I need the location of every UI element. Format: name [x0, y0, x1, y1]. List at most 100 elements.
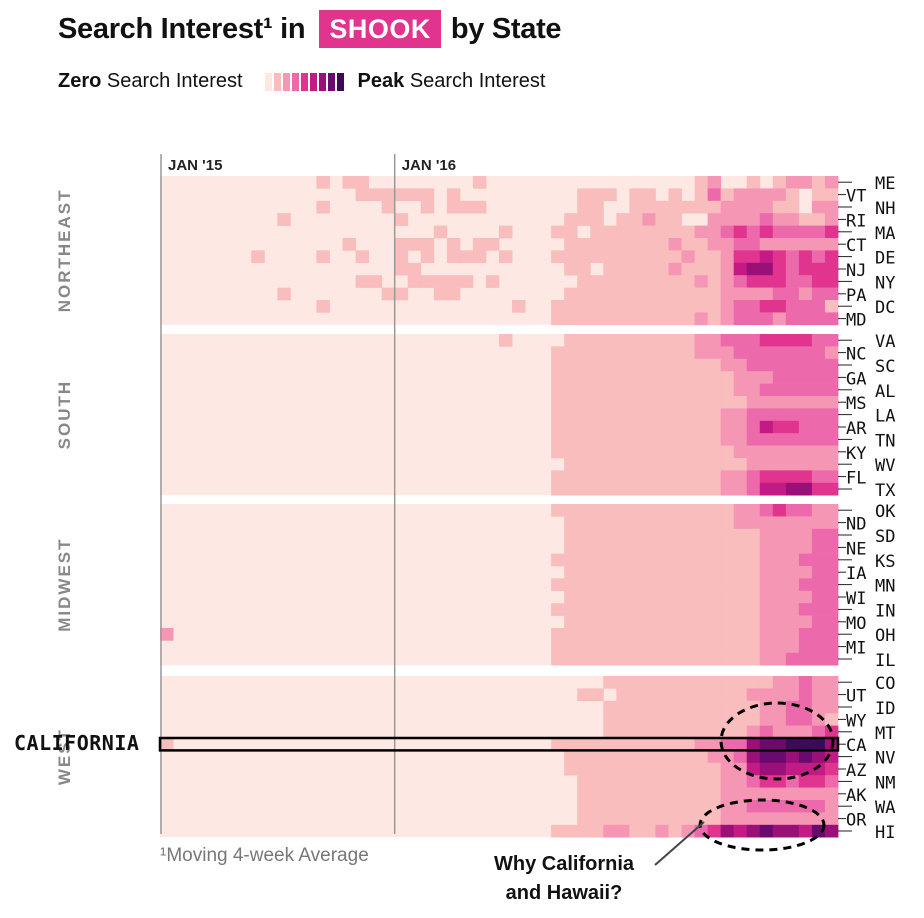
- heatmap-cell: [759, 334, 774, 347]
- heatmap-cell: [811, 504, 826, 517]
- heatmap-cell: [551, 470, 565, 484]
- heatmap-cell: [785, 713, 800, 726]
- heatmap-cell: [785, 738, 800, 751]
- heatmap-cell: [603, 433, 617, 446]
- heatmap-cell: [616, 482, 630, 496]
- heatmap-cell: [564, 238, 578, 251]
- heatmap-cell: [551, 383, 565, 397]
- heatmap-cell: [668, 762, 682, 776]
- heatmap-cell: [785, 566, 800, 579]
- heatmap-cell: [577, 738, 591, 751]
- heatmap-cell: [733, 213, 748, 226]
- heatmap-cell: [759, 262, 774, 276]
- heatmap-cell: [694, 445, 709, 459]
- heatmap-cell: [616, 615, 630, 629]
- heatmap-cell: [694, 396, 709, 409]
- heatmap-cell: [681, 738, 695, 751]
- heatmap-cell: [811, 334, 826, 347]
- heatmap-cell: [720, 346, 735, 360]
- heatmap-cell: [694, 458, 709, 471]
- heatmap-cell: [564, 528, 578, 542]
- heatmap-cell: [707, 688, 722, 702]
- heatmap-cell: [720, 213, 735, 226]
- heatmap-cell: [642, 396, 656, 409]
- color-legend: Zero Search Interest Peak Search Interes…: [58, 70, 545, 93]
- heatmap-cell: [629, 287, 643, 301]
- heatmap-cell: [824, 528, 839, 542]
- legend-peak-bold: Peak: [357, 70, 405, 92]
- heatmap-cell: [824, 578, 839, 592]
- heatmap-cell: [811, 433, 826, 446]
- heatmap-cell: [668, 566, 682, 579]
- heatmap-cell: [590, 371, 604, 384]
- california-ellipse: [719, 701, 835, 781]
- heatmap-cell: [811, 615, 826, 629]
- heatmap-cell: [824, 408, 839, 422]
- heatmap-cell: [720, 396, 735, 409]
- heatmap-cell: [681, 346, 695, 360]
- heatmap-cell: [551, 250, 565, 264]
- heatmap-cell: [577, 590, 591, 604]
- heatmap-cell: [824, 762, 839, 776]
- heatmap-cell: [798, 300, 813, 313]
- heatmap-cell: [785, 408, 800, 422]
- heatmap-cell: [772, 578, 787, 592]
- heatmap-cell: [759, 433, 774, 446]
- heatmap-cell: [603, 358, 617, 372]
- region-label: MIDWEST: [55, 537, 74, 631]
- heatmap-cell: [733, 300, 748, 313]
- heatmap-cell: [811, 566, 826, 579]
- heatmap-cell: [798, 408, 813, 422]
- heatmap-cell: [629, 262, 643, 276]
- heatmap-cell: [616, 346, 630, 360]
- heatmap-cell: [824, 371, 839, 384]
- heatmap-cell: [577, 541, 591, 554]
- heatmap-cell: [759, 420, 774, 434]
- heatmap-cell: [642, 312, 656, 326]
- heatmap-cell: [824, 470, 839, 484]
- heatmap-cell: [720, 787, 735, 801]
- heatmap-cell: [707, 200, 722, 214]
- heatmap-cell: [720, 225, 735, 239]
- heatmap-cell: [655, 578, 669, 592]
- heatmap-cell: [694, 590, 709, 604]
- heatmap-cell: [668, 504, 682, 517]
- heatmap-cell: [577, 383, 591, 397]
- heatmap-cell: [655, 470, 669, 484]
- heatmap-cell: [798, 358, 813, 372]
- california-highlight-box: [158, 736, 840, 752]
- heatmap-cell: [772, 504, 787, 517]
- heatmap-cell: [642, 824, 656, 838]
- heatmap-cell: [668, 470, 682, 484]
- heatmap-cell: [655, 541, 669, 554]
- heatmap-cell: [668, 371, 682, 384]
- heatmap-cell: [798, 346, 813, 360]
- heatmap-cell: [824, 775, 839, 788]
- heatmap-cell: [681, 700, 695, 714]
- heatmap-cell: [616, 312, 630, 326]
- heatmap-cell: [655, 553, 669, 567]
- heatmap-cell: [811, 482, 826, 496]
- heatmap-cell: [642, 200, 656, 214]
- heatmap-cell: [629, 225, 643, 239]
- heatmap-cell: [759, 287, 774, 301]
- heatmap-cell: [668, 800, 682, 813]
- heatmap-cell: [616, 628, 630, 641]
- heatmap-cell: [655, 750, 669, 764]
- heatmap-cell: [811, 787, 826, 801]
- state-label: NV: [875, 749, 895, 769]
- heatmap-cell: [798, 275, 813, 288]
- heatmap-cell: [616, 800, 630, 813]
- heatmap-cell: [707, 504, 722, 517]
- heatmap-cell: [590, 358, 604, 372]
- heatmap-cell: [681, 470, 695, 484]
- heatmap-cell: [772, 176, 787, 189]
- state-label: SD: [875, 527, 895, 547]
- heatmap-cell: [733, 603, 748, 616]
- state-label: MT: [875, 724, 895, 744]
- heatmap-cell: [446, 275, 461, 288]
- heatmap-cell: [629, 420, 643, 434]
- legend-swatch: [309, 72, 317, 91]
- heatmap-cell: [681, 812, 695, 826]
- heatmap-cell: [772, 275, 787, 288]
